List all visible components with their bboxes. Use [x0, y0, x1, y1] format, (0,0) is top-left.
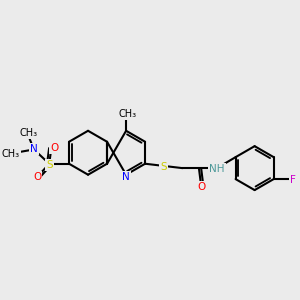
Text: CH₃: CH₃ — [19, 128, 38, 138]
Text: N: N — [122, 172, 130, 182]
Text: O: O — [33, 172, 41, 182]
Text: CH₃: CH₃ — [118, 109, 136, 118]
Text: N: N — [30, 144, 38, 154]
Text: NH: NH — [209, 164, 225, 174]
Text: O: O — [50, 143, 58, 153]
Text: O: O — [197, 182, 205, 192]
Text: S: S — [160, 162, 167, 172]
Text: CH₃: CH₃ — [1, 149, 20, 159]
Text: F: F — [290, 175, 296, 185]
Text: S: S — [46, 160, 52, 170]
